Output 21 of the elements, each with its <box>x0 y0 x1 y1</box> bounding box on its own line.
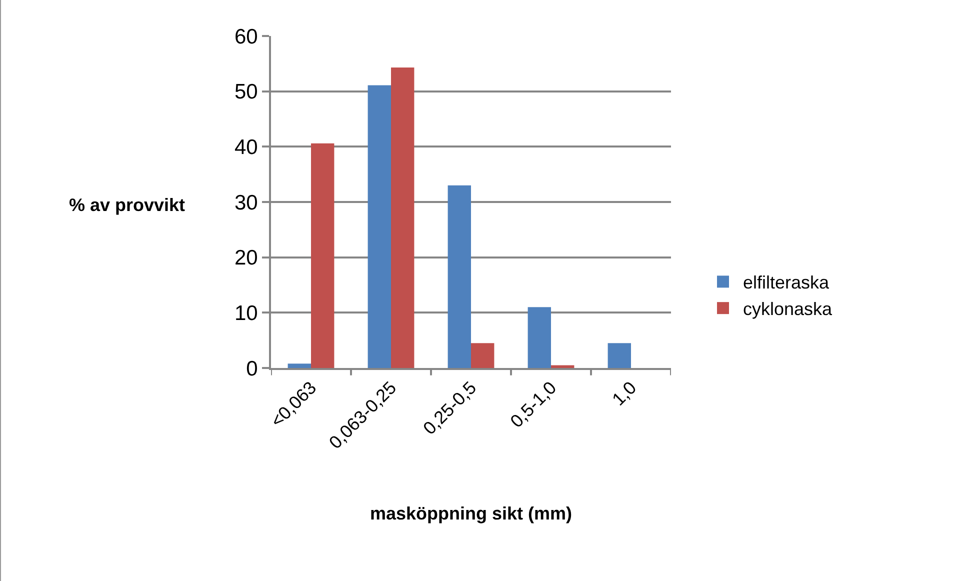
y-tick-label: 10 <box>234 302 258 326</box>
bar <box>551 365 574 368</box>
legend-label: cyklonaska <box>743 299 834 320</box>
y-tick-label: 30 <box>234 191 258 214</box>
bar <box>608 343 631 368</box>
y-tick-label: 60 <box>234 25 258 48</box>
y-tick-label: 40 <box>234 136 258 160</box>
y-tick-label: 50 <box>234 80 258 104</box>
y-tick-label: 20 <box>234 246 258 270</box>
bar <box>391 68 414 368</box>
bar <box>471 343 494 368</box>
bar <box>368 85 391 368</box>
bar <box>448 185 471 368</box>
y-tick-label: 0 <box>246 357 258 380</box>
bar <box>311 143 334 368</box>
bar <box>288 364 311 368</box>
y-axis-title: % av provvikt <box>69 195 186 215</box>
legend-label: elfilteraska <box>743 272 830 293</box>
x-axis-title: masköppning sikt (mm) <box>370 503 572 524</box>
x-tick-label: 1,0 <box>608 378 640 410</box>
bar <box>528 307 551 368</box>
